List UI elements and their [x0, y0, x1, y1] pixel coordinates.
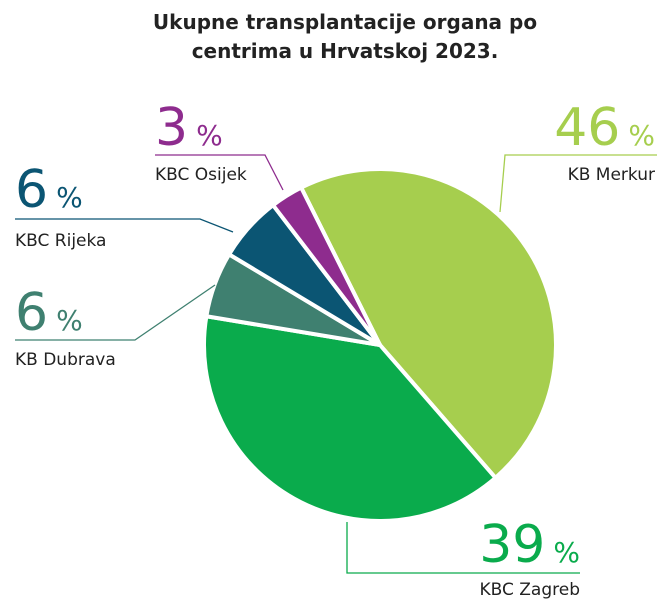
unit: %: [56, 181, 83, 214]
data-label: 3%: [155, 98, 223, 158]
leader-line: [499, 154, 657, 213]
data-label: 6%: [15, 283, 83, 343]
pie-slice: [299, 167, 558, 480]
value: 3: [155, 98, 188, 158]
leader-line: [155, 154, 284, 191]
category-label: KB Dubrava: [15, 350, 116, 370]
category-label: KB Merkur: [568, 165, 655, 185]
category-label: KBC Osijek: [155, 165, 247, 185]
leader-line: [346, 522, 580, 574]
leader-line: [15, 218, 234, 233]
value: 6: [15, 160, 48, 220]
data-label: 46%: [554, 98, 655, 158]
unit: %: [56, 304, 83, 337]
category-label: KBC Rijeka: [15, 231, 106, 251]
unit: %: [553, 536, 580, 569]
unit: %: [196, 119, 223, 152]
pie-slice: [271, 185, 382, 347]
data-label: 39%: [479, 515, 580, 575]
value: 46: [554, 98, 620, 158]
pie-slice: [202, 314, 498, 523]
category-label: KBC Zagreb: [479, 580, 580, 600]
value: 39: [479, 515, 545, 575]
leader-line: [15, 284, 216, 341]
value: 6: [15, 283, 48, 343]
data-label: 6%: [15, 160, 83, 220]
chart-title: Ukupne transplantacije organa po centrim…: [152, 10, 538, 63]
unit: %: [628, 119, 655, 152]
